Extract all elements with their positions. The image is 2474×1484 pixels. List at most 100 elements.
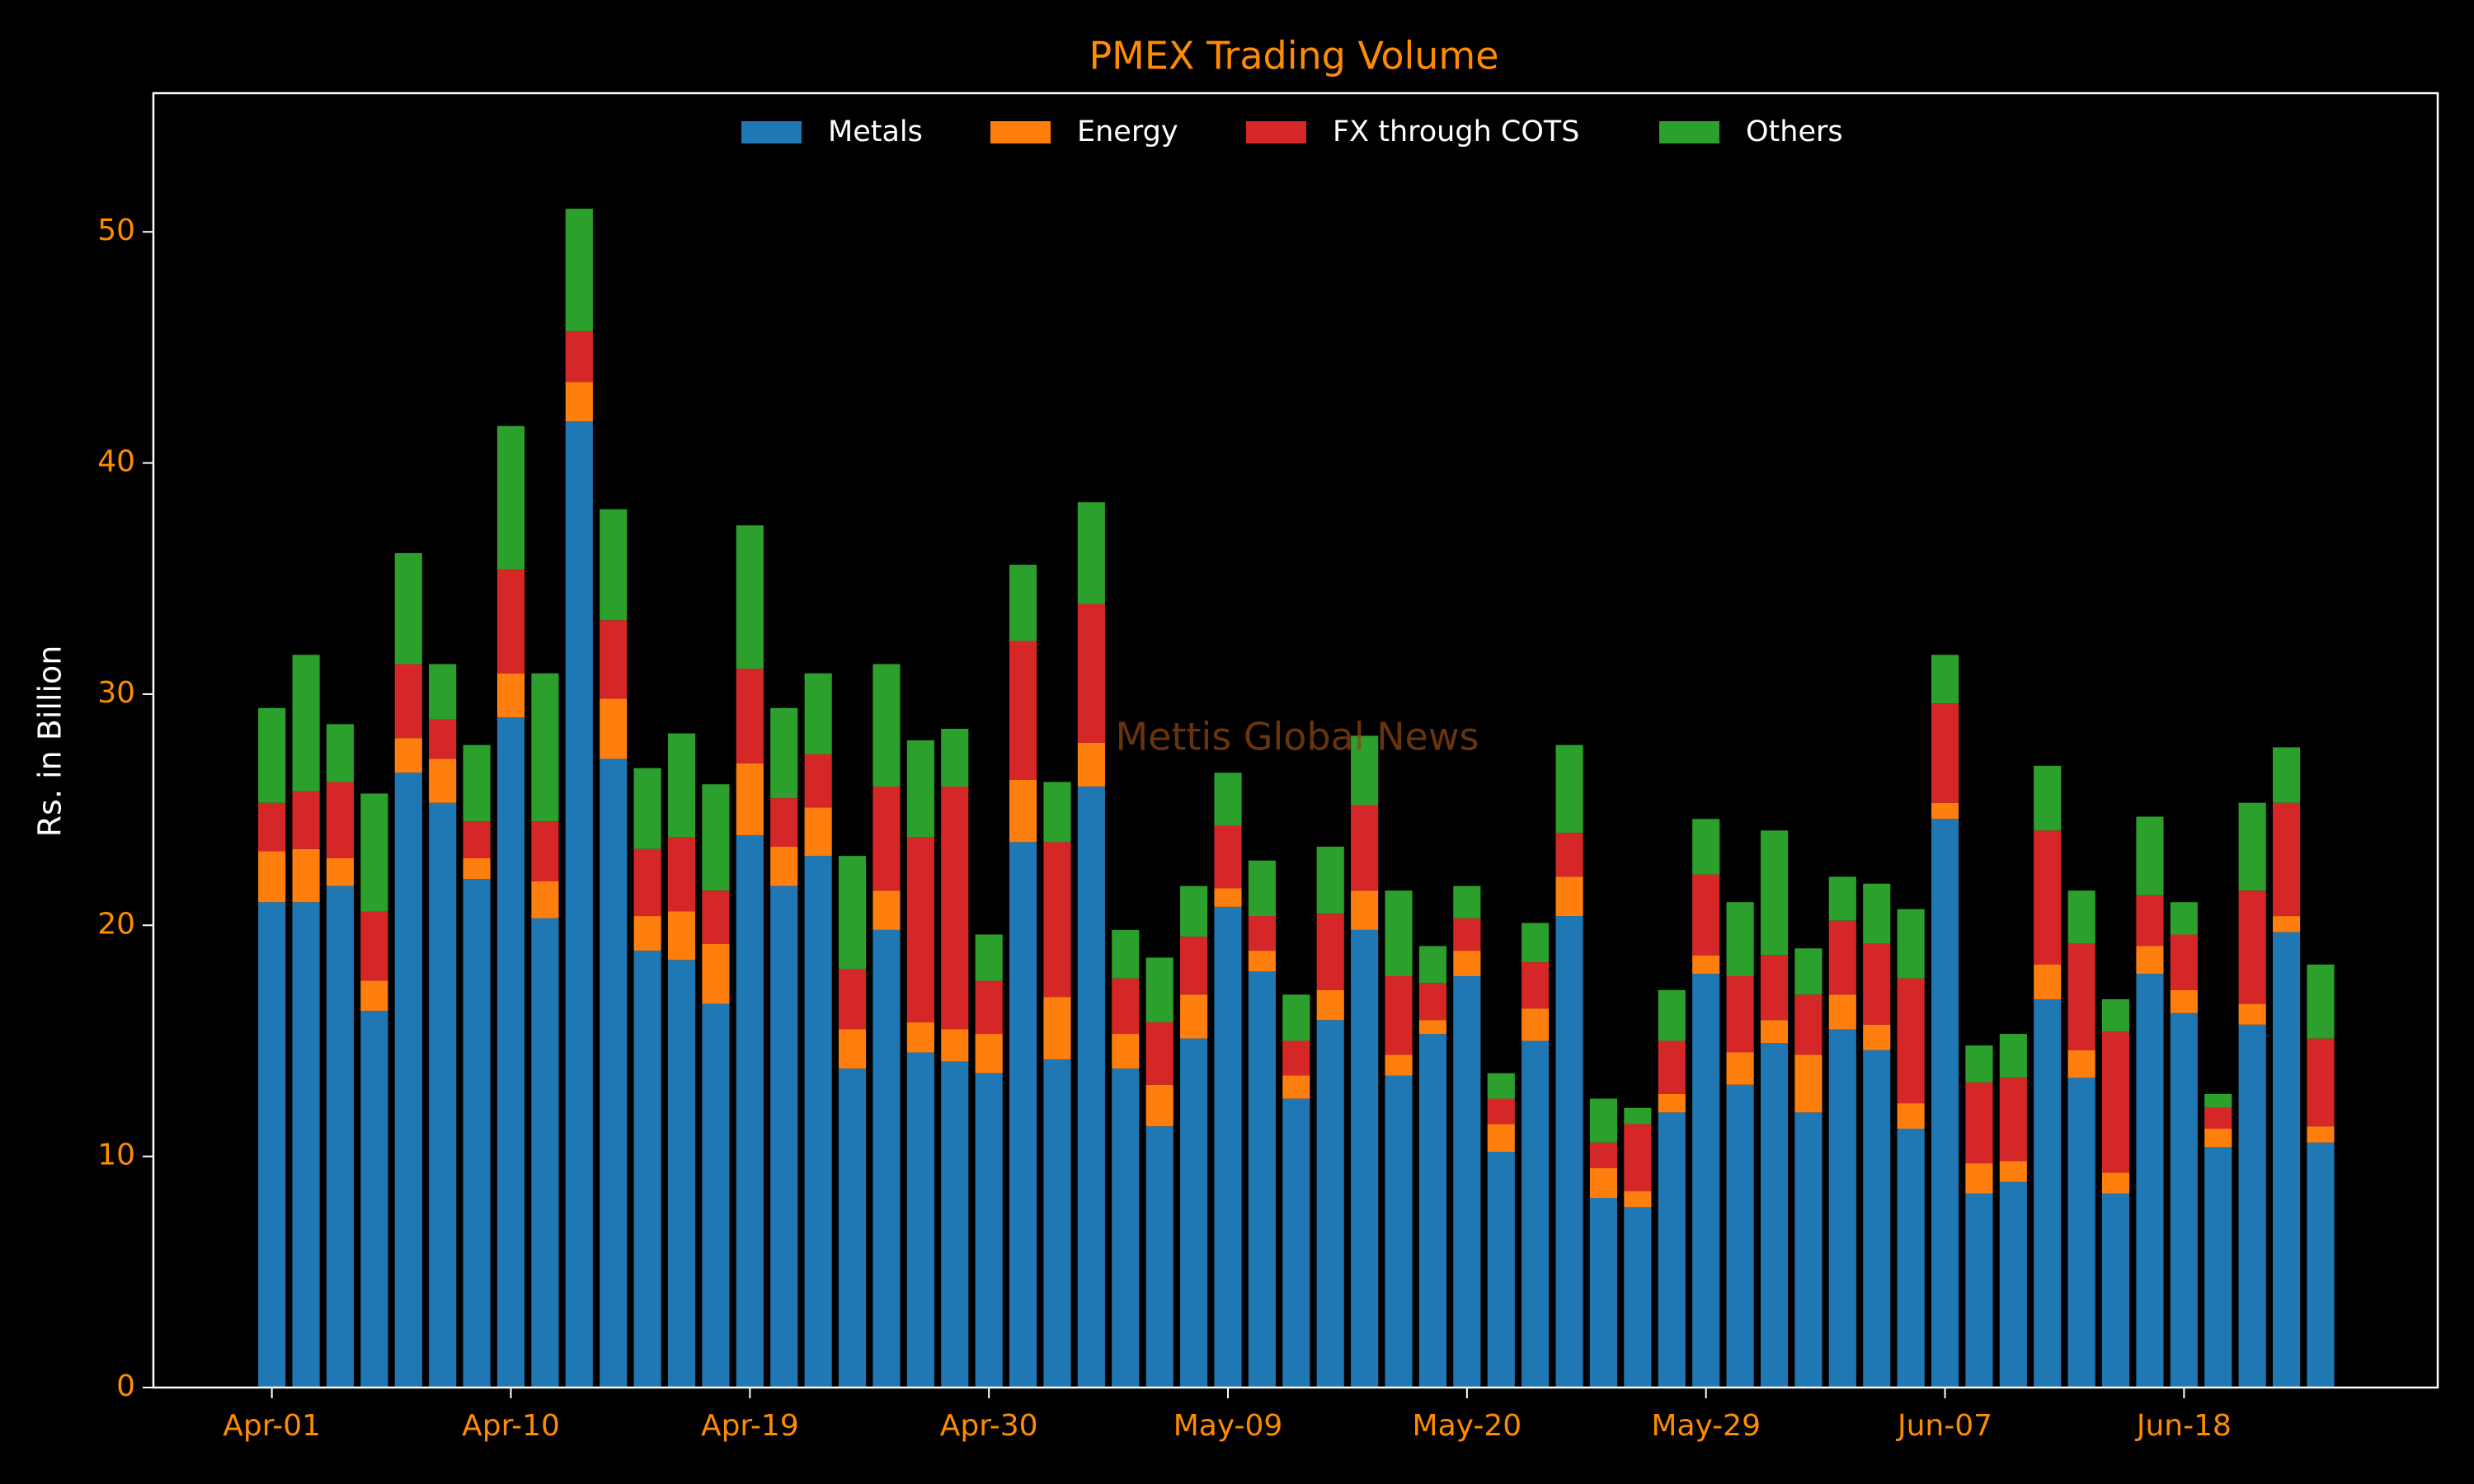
bar-segment <box>2238 802 2266 891</box>
bar-segment <box>360 1011 388 1388</box>
bar-segment <box>1316 913 1344 990</box>
bar-segment <box>565 382 593 422</box>
bar-segment <box>600 758 628 1388</box>
bar-segment <box>975 1034 1003 1073</box>
legend-swatch <box>741 121 802 143</box>
bar-segment <box>1863 883 1891 944</box>
bar-segment <box>360 911 388 981</box>
bar-segment <box>2238 1024 2266 1388</box>
bar-segment <box>2307 1126 2335 1143</box>
bar-segment <box>1112 1068 1140 1388</box>
bar-segment <box>839 856 867 970</box>
bar-segment <box>804 856 832 1388</box>
bar-segment <box>1043 1059 1071 1388</box>
bar-segment <box>633 848 661 917</box>
bar-segment <box>429 802 457 1388</box>
bar-segment <box>1112 929 1140 979</box>
bar-segment <box>2067 1050 2095 1078</box>
bar-segment <box>2170 989 2198 1013</box>
bar-segment <box>1760 1020 1789 1044</box>
bar-segment <box>1555 876 1583 917</box>
bar-segment <box>1316 846 1344 914</box>
bar-segment <box>1760 955 1789 1021</box>
bar-segment <box>1999 1034 2027 1078</box>
x-tick-label: May-09 <box>1174 1409 1283 1443</box>
bar-segment <box>496 716 525 1388</box>
bar-segment <box>1009 779 1037 843</box>
bar-segment <box>941 1029 969 1062</box>
x-tick-label: Apr-30 <box>940 1409 1038 1443</box>
bar-segment <box>565 209 593 331</box>
bar-segment <box>1351 929 1379 1388</box>
bar-segment <box>1863 1024 1891 1050</box>
bar-segment <box>1658 1112 1686 1388</box>
bar-segment <box>736 834 764 1388</box>
bar-segment <box>1522 1008 1550 1041</box>
bar-segment <box>1589 1198 1618 1388</box>
y-tick-label: 30 <box>97 676 135 710</box>
bar-segment <box>839 969 867 1030</box>
bar-segment <box>1385 1054 1413 1076</box>
bar-segment <box>2136 816 2164 895</box>
bar-segment <box>872 664 901 787</box>
legend-label: FX through COTS <box>1333 115 1579 148</box>
bar-segment <box>736 669 764 764</box>
bar-segment <box>633 951 661 1388</box>
bar-segment <box>1009 641 1037 780</box>
bar-segment <box>2101 1193 2130 1388</box>
bar-segment <box>496 569 525 674</box>
bar-segment <box>1555 744 1583 834</box>
bar-segment <box>1385 1075 1413 1388</box>
bar-segment <box>496 673 525 717</box>
bar-segment <box>906 740 934 838</box>
bar-segment <box>463 744 491 822</box>
bar-segment <box>394 773 422 1388</box>
bar-segment <box>1145 1126 1174 1388</box>
y-tick-label: 0 <box>116 1369 135 1403</box>
x-tick-label: Apr-01 <box>223 1409 321 1443</box>
watermark: Mettis Global News <box>1115 715 1479 759</box>
bar-segment <box>1145 1022 1174 1085</box>
bar-segment <box>941 787 969 1030</box>
bar-segment <box>1351 890 1379 930</box>
bar-segment <box>1077 502 1105 604</box>
y-tick-label: 40 <box>97 445 135 479</box>
bar-segment <box>1658 989 1686 1041</box>
bar-segment <box>2273 747 2301 803</box>
bar-segment <box>941 1061 969 1388</box>
bar-segment <box>702 1003 730 1388</box>
bar-segment <box>1351 735 1379 805</box>
bar-segment <box>1692 955 1720 974</box>
bar-segment <box>1112 1034 1140 1069</box>
bar-segment <box>872 929 901 1388</box>
bar-segment <box>292 848 320 903</box>
bar-segment <box>1828 994 1856 1030</box>
bar-segment <box>1999 1161 2027 1182</box>
bar-segment <box>1248 971 1276 1388</box>
bar-segment <box>839 1029 867 1069</box>
bar-segment <box>1418 946 1447 984</box>
bar-segment <box>2136 974 2164 1388</box>
bar-segment <box>941 728 969 787</box>
bar-segment <box>1589 1167 1618 1199</box>
bar-segment <box>2238 1003 2266 1025</box>
bar-segment <box>2034 765 2062 831</box>
bar-segment <box>1931 703 1959 803</box>
bar-segment <box>770 885 798 1388</box>
legend-label: Energy <box>1077 115 1178 148</box>
bar-segment <box>1248 916 1276 951</box>
y-tick-label: 20 <box>97 907 135 941</box>
bar-segment <box>702 890 730 944</box>
bar-segment <box>1897 1103 1925 1129</box>
bar-segment <box>1453 951 1481 976</box>
bar-segment <box>360 793 388 912</box>
bar-segment <box>2101 1031 2130 1173</box>
bar-segment <box>770 846 798 886</box>
bar-segment <box>2034 999 2062 1388</box>
legend-swatch <box>990 121 1051 143</box>
bar-segment <box>906 1052 934 1388</box>
bar-segment <box>1726 975 1754 1053</box>
bar-segment <box>1624 1190 1652 1208</box>
bar-segment <box>1863 1050 1891 1388</box>
axes-frame <box>152 92 2439 1389</box>
